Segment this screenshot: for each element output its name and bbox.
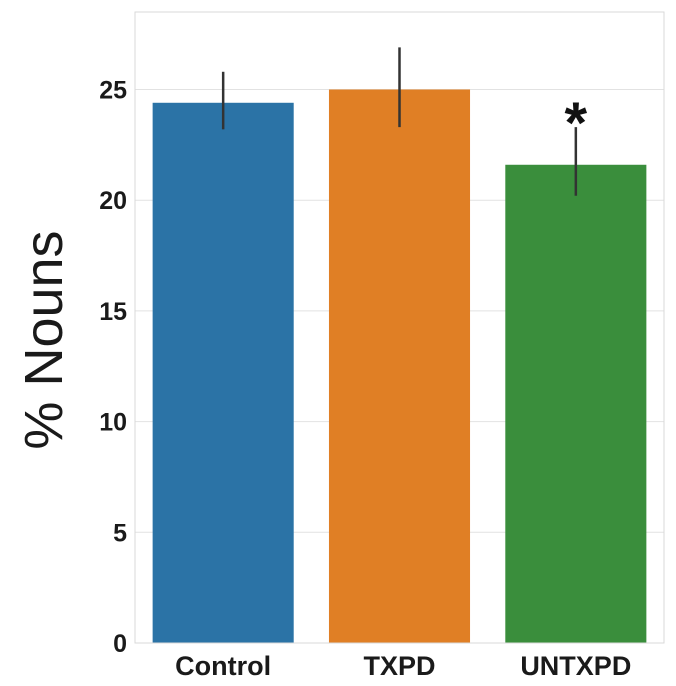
x-tick-label-txpd: TXPD (363, 651, 435, 681)
x-tick-label-control: Control (175, 651, 271, 681)
y-axis-title: % Nouns (14, 230, 74, 449)
bar-txpd (328, 89, 471, 644)
bar-control (152, 102, 294, 643)
significance-marker: * (565, 91, 588, 156)
x-tick-label-untxpd: UNTXPD (520, 651, 631, 681)
y-tick-label: 25 (99, 76, 127, 104)
y-tick-label: 0 (113, 630, 127, 658)
plot-frame (134, 11, 665, 644)
bars (152, 89, 647, 644)
y-tick-label: 20 (99, 187, 127, 215)
annotations: * (565, 91, 588, 156)
error-bars (221, 47, 578, 196)
y-tick-label: 10 (99, 409, 127, 437)
bar-untxpd (505, 164, 647, 643)
y-tick-label: 5 (113, 519, 127, 547)
y-tick-label: 15 (99, 298, 127, 326)
x-tick-labels: Control TXPD UNTXPD (175, 651, 631, 681)
y-tick-labels: 0 5 10 15 20 25 (99, 76, 127, 658)
